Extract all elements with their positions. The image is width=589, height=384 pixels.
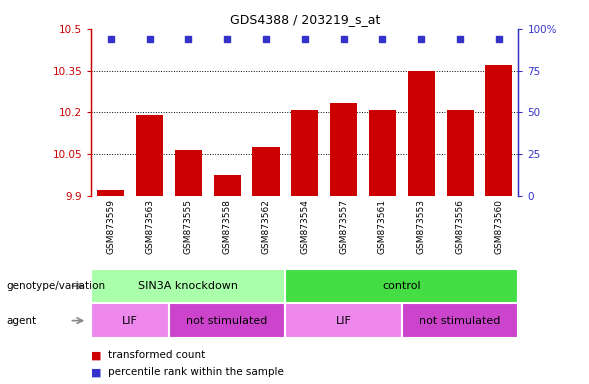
Text: GSM873554: GSM873554 bbox=[300, 200, 309, 254]
Text: not stimulated: not stimulated bbox=[419, 316, 501, 326]
Text: LIF: LIF bbox=[336, 316, 352, 326]
Bar bbox=[446, 109, 474, 196]
Text: GSM873560: GSM873560 bbox=[494, 200, 504, 255]
Text: SIN3A knockdown: SIN3A knockdown bbox=[138, 281, 239, 291]
Bar bbox=[169, 303, 286, 338]
Text: GSM873558: GSM873558 bbox=[223, 200, 231, 255]
Bar bbox=[97, 190, 124, 196]
Text: transformed count: transformed count bbox=[108, 350, 205, 360]
Text: GSM873559: GSM873559 bbox=[106, 200, 115, 255]
Bar bbox=[369, 109, 396, 196]
Bar bbox=[253, 147, 280, 196]
Text: percentile rank within the sample: percentile rank within the sample bbox=[108, 367, 284, 377]
Bar bbox=[291, 109, 319, 196]
Bar bbox=[91, 269, 286, 303]
Bar bbox=[485, 65, 512, 196]
Text: GSM873556: GSM873556 bbox=[455, 200, 465, 255]
Bar bbox=[286, 303, 402, 338]
Bar bbox=[175, 150, 202, 196]
Bar bbox=[214, 175, 241, 196]
Text: LIF: LIF bbox=[122, 316, 138, 326]
Text: GSM873562: GSM873562 bbox=[262, 200, 270, 254]
Text: control: control bbox=[382, 281, 421, 291]
Bar bbox=[408, 71, 435, 196]
Text: GSM873561: GSM873561 bbox=[378, 200, 387, 255]
Text: ■: ■ bbox=[91, 350, 102, 360]
Text: agent: agent bbox=[6, 316, 36, 326]
Bar bbox=[136, 115, 163, 196]
Bar bbox=[286, 269, 518, 303]
Title: GDS4388 / 203219_s_at: GDS4388 / 203219_s_at bbox=[230, 13, 380, 26]
Text: GSM873553: GSM873553 bbox=[417, 200, 426, 255]
Bar bbox=[91, 303, 169, 338]
Bar bbox=[402, 303, 518, 338]
Text: GSM873555: GSM873555 bbox=[184, 200, 193, 255]
Text: ■: ■ bbox=[91, 367, 102, 377]
Text: genotype/variation: genotype/variation bbox=[6, 281, 105, 291]
Bar bbox=[330, 103, 357, 196]
Text: GSM873563: GSM873563 bbox=[145, 200, 154, 255]
Text: not stimulated: not stimulated bbox=[187, 316, 268, 326]
Text: GSM873557: GSM873557 bbox=[339, 200, 348, 255]
